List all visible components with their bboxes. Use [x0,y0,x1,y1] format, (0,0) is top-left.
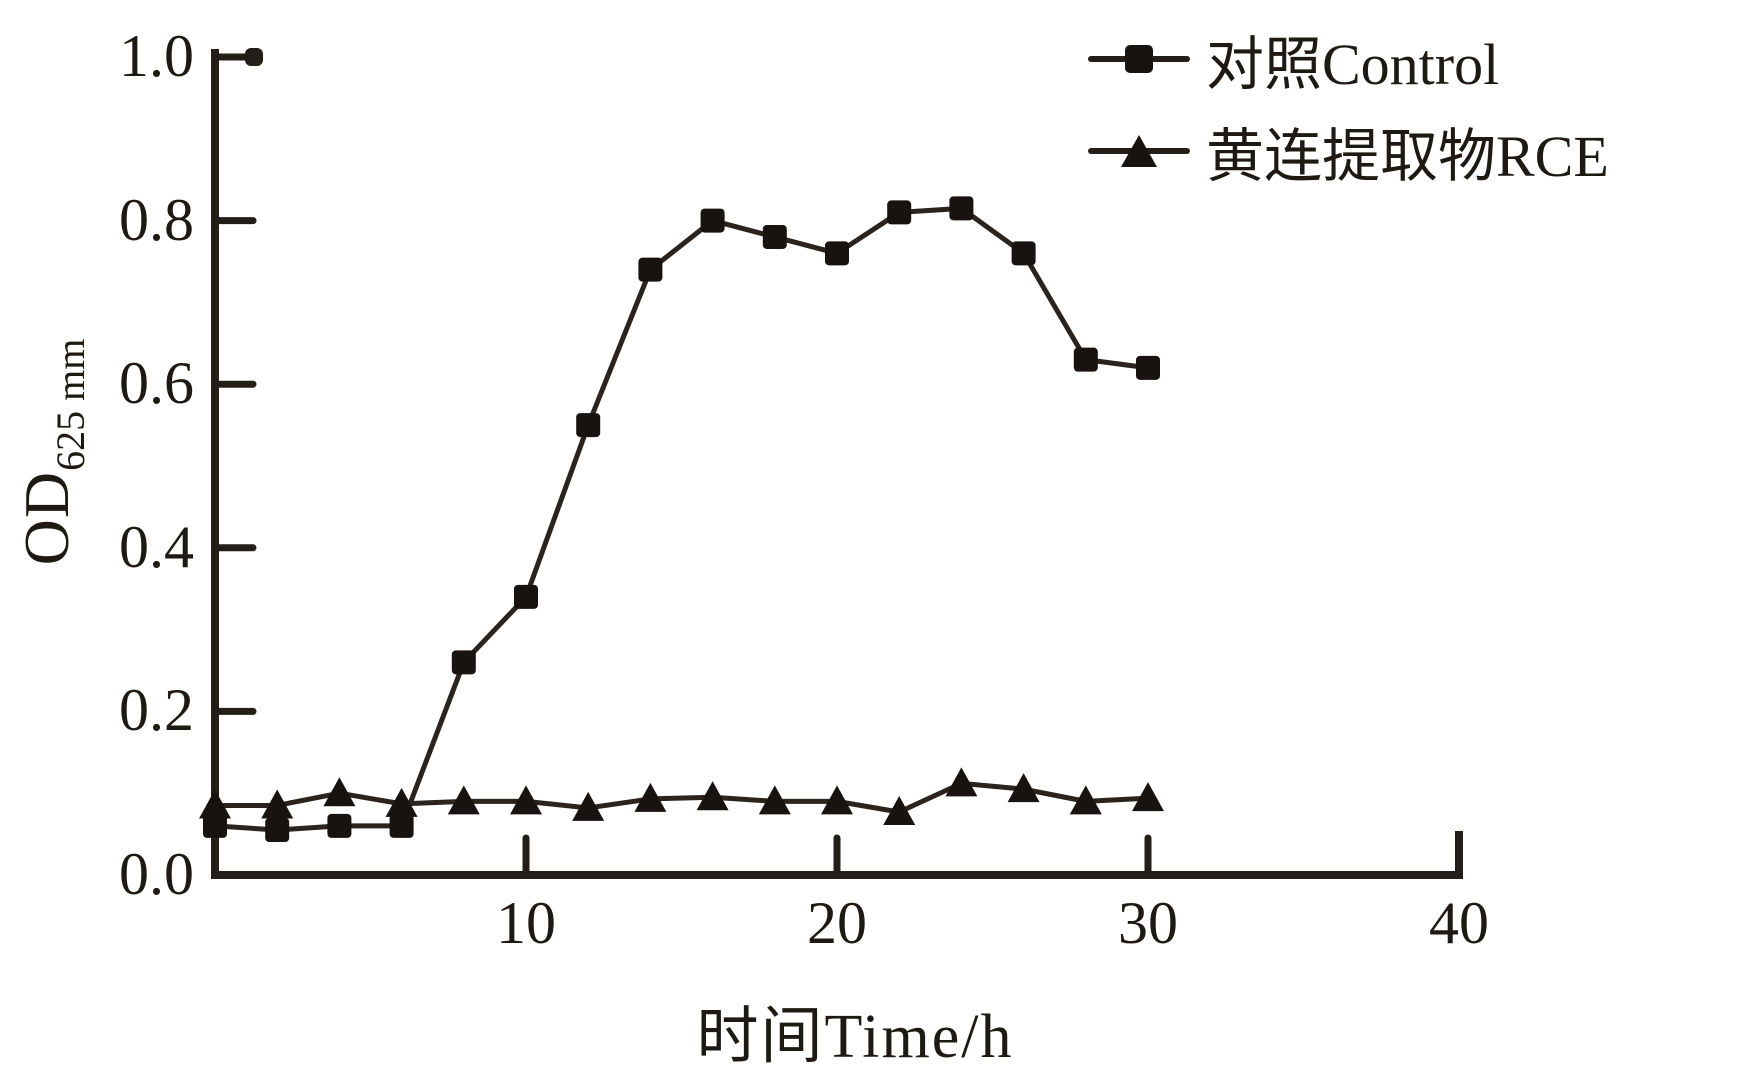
data-point-triangle [696,781,729,811]
data-point-square [265,818,290,843]
y-axis-title: OD625 mm [10,339,94,566]
y-axis-title-subscript: 625 mm [48,338,93,471]
data-point-triangle [510,785,542,815]
data-point-square [1073,347,1098,372]
y-tick-label: 1.0 [119,23,194,89]
legend-label-rce: 黄连提取物RCE [1206,124,1609,189]
data-point-square [389,813,414,838]
y-tick-end-blob [245,48,263,66]
x-tick-label: 20 [807,890,867,956]
data-point-square [887,200,912,225]
y-tick-label: 0.0 [119,841,194,907]
data-point-square [1136,355,1160,380]
y-tick-label: 0.4 [119,513,194,580]
data-point-triangle [199,789,231,819]
data-point-square [762,224,787,249]
x-tick-label: 30 [1118,890,1178,956]
data-point-triangle [1069,785,1102,815]
data-point-triangle [261,789,294,819]
data-point-triangle [1132,782,1164,812]
data-point-triangle [821,785,853,815]
data-point-triangle [634,782,667,812]
series-line-triangle [215,780,1149,815]
x-tick-label: 40 [1429,890,1489,956]
data-point-triangle [945,767,978,797]
data-point-triangle [572,791,605,821]
data-point-triangle [323,777,356,807]
data-point-square [327,813,352,838]
x-tick-label: 10 [496,890,556,956]
data-point-square [1011,241,1036,266]
legend-entry-rce: 黄连提取物RCE [1088,110,1609,192]
filled-square-marker-icon [1125,45,1153,73]
data-point-square [700,208,725,233]
data-point-square [514,584,538,609]
x-axis-title: 时间Time/h [696,1003,1014,1071]
data-point-square [638,257,663,282]
data-point-square [576,413,601,438]
data-point-triangle [385,787,418,817]
y-tick-label: 0.8 [119,186,194,253]
data-point-triangle [883,796,916,826]
y-tick-label: 0.6 [119,350,194,417]
y-axis-title-main: OD [11,470,82,566]
data-point-triangle [758,785,791,815]
y-tick-label: 0.2 [119,677,194,744]
data-point-square [451,650,476,675]
data-point-triangle [1007,773,1040,803]
legend-label-control: 对照Control [1206,32,1500,97]
data-point-square [949,196,974,221]
data-point-square [203,813,227,838]
legend-marker-rce [1088,129,1190,173]
legend-marker-control [1088,37,1190,81]
legend: 对照Control 黄连提取物RCE [1088,18,1609,192]
data-point-triangle [447,785,480,815]
series-line-square [214,205,1149,833]
filled-triangle-marker-icon [1121,135,1157,167]
legend-entry-control: 对照Control [1088,18,1609,100]
data-point-square [825,241,849,266]
